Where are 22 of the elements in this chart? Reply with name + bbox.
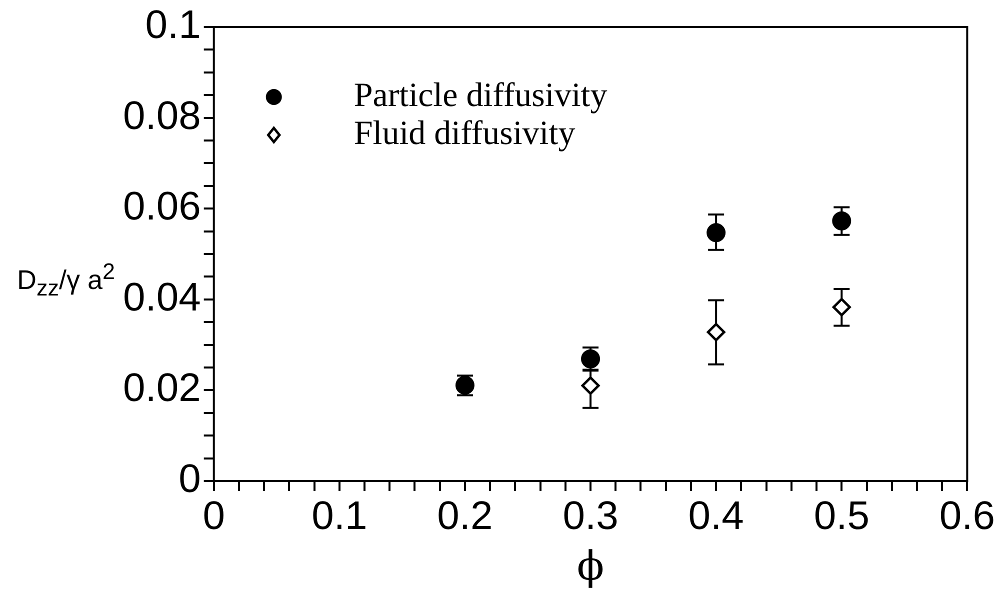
x-tick-label: 0.2 <box>437 494 493 538</box>
point <box>832 211 852 230</box>
point <box>581 349 600 368</box>
y-tick-label: 0.1 <box>145 3 201 48</box>
point <box>832 298 851 316</box>
y-tick-label: 0.06 <box>122 184 201 229</box>
x-axis-title: ϕ <box>576 543 604 590</box>
y-tick-label: 0.08 <box>122 94 201 138</box>
y-axis-title: D$_{zz}$/γ a$^{2}$ <box>16 259 116 300</box>
point <box>706 322 726 342</box>
x-tick-label: 0.5 <box>814 494 870 538</box>
legend-label: Particle diffusivity <box>354 76 608 114</box>
y-tick-label: 0 <box>178 457 201 502</box>
x-tick-label: 0.4 <box>688 494 744 538</box>
x-tick-label: 0.6 <box>939 494 995 538</box>
point <box>706 223 726 242</box>
legend-label: Fluid diffusivity <box>354 114 576 152</box>
y-tick-label: 0.02 <box>122 366 201 410</box>
x-tick-label: 0.3 <box>562 494 618 538</box>
point <box>581 376 600 395</box>
y-tick-label: 0.04 <box>122 275 201 320</box>
x-tick-label: 0.1 <box>312 494 368 538</box>
